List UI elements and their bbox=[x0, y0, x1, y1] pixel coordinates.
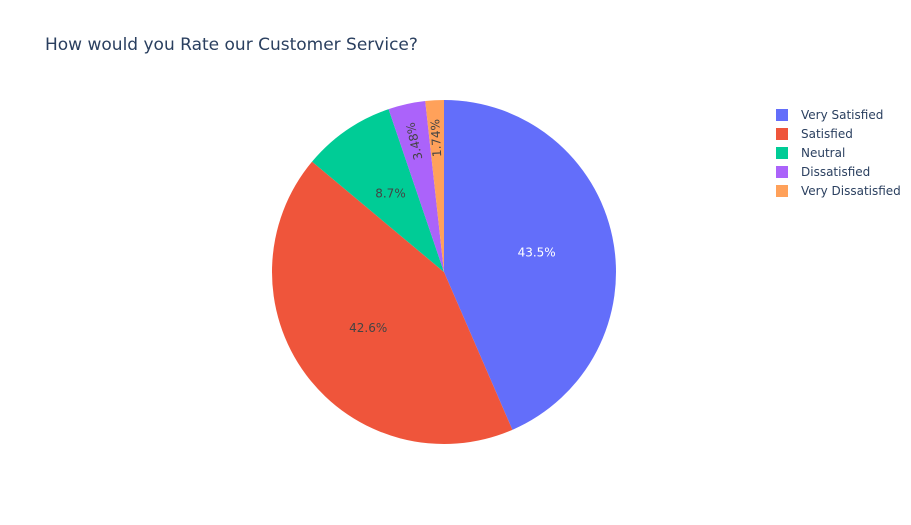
pie-slice-dissatisfied[interactable] bbox=[388, 101, 444, 272]
legend-item-very-dissatisfied[interactable]: Very Dissatisfied bbox=[776, 184, 901, 198]
legend-swatch-neutral bbox=[776, 147, 788, 159]
legend-item-dissatisfied[interactable]: Dissatisfied bbox=[776, 165, 870, 179]
pie-slice-label-very-dissatisfied: 1.74% bbox=[428, 119, 444, 158]
legend-swatch-satisfied bbox=[776, 128, 788, 140]
pie-slice-labels: 43.5%42.6%8.7%3.48% 1.74% bbox=[349, 119, 556, 335]
legend-label-very-satisfied: Very Satisfied bbox=[801, 108, 883, 122]
legend-label-neutral: Neutral bbox=[801, 146, 845, 160]
legend-label-very-dissatisfied: Very Dissatisfied bbox=[801, 184, 901, 198]
pie-slice-satisfied[interactable] bbox=[272, 161, 513, 444]
pie-slice-label-neutral: 8.7% bbox=[375, 186, 406, 200]
legend-item-neutral[interactable]: Neutral bbox=[776, 146, 845, 160]
pie-slice-label-very-satisfied: 43.5% bbox=[518, 245, 556, 259]
legend-item-very-satisfied[interactable]: Very Satisfied bbox=[776, 108, 883, 122]
legend-swatch-very-dissatisfied bbox=[776, 185, 788, 197]
legend-swatch-dissatisfied bbox=[776, 166, 788, 178]
legend-label-satisfied: Satisfied bbox=[801, 127, 853, 141]
legend-item-satisfied[interactable]: Satisfied bbox=[776, 127, 853, 141]
pie-slice-very-dissatisfied[interactable] bbox=[425, 100, 444, 272]
legend[interactable]: Very Satisfied Satisfied Neutral Dissatisfi… bbox=[776, 108, 901, 198]
chart-title: How would you Rate our Customer Service? bbox=[45, 35, 418, 55]
legend-swatch-very-satisfied bbox=[776, 109, 788, 121]
pie-slices bbox=[272, 100, 616, 444]
pie-slice-neutral[interactable] bbox=[312, 109, 444, 273]
pie-slice-label-satisfied: 42.6% bbox=[349, 321, 387, 335]
pie-slice-very-satisfied[interactable] bbox=[444, 100, 616, 430]
legend-label-dissatisfied: Dissatisfied bbox=[801, 165, 870, 179]
